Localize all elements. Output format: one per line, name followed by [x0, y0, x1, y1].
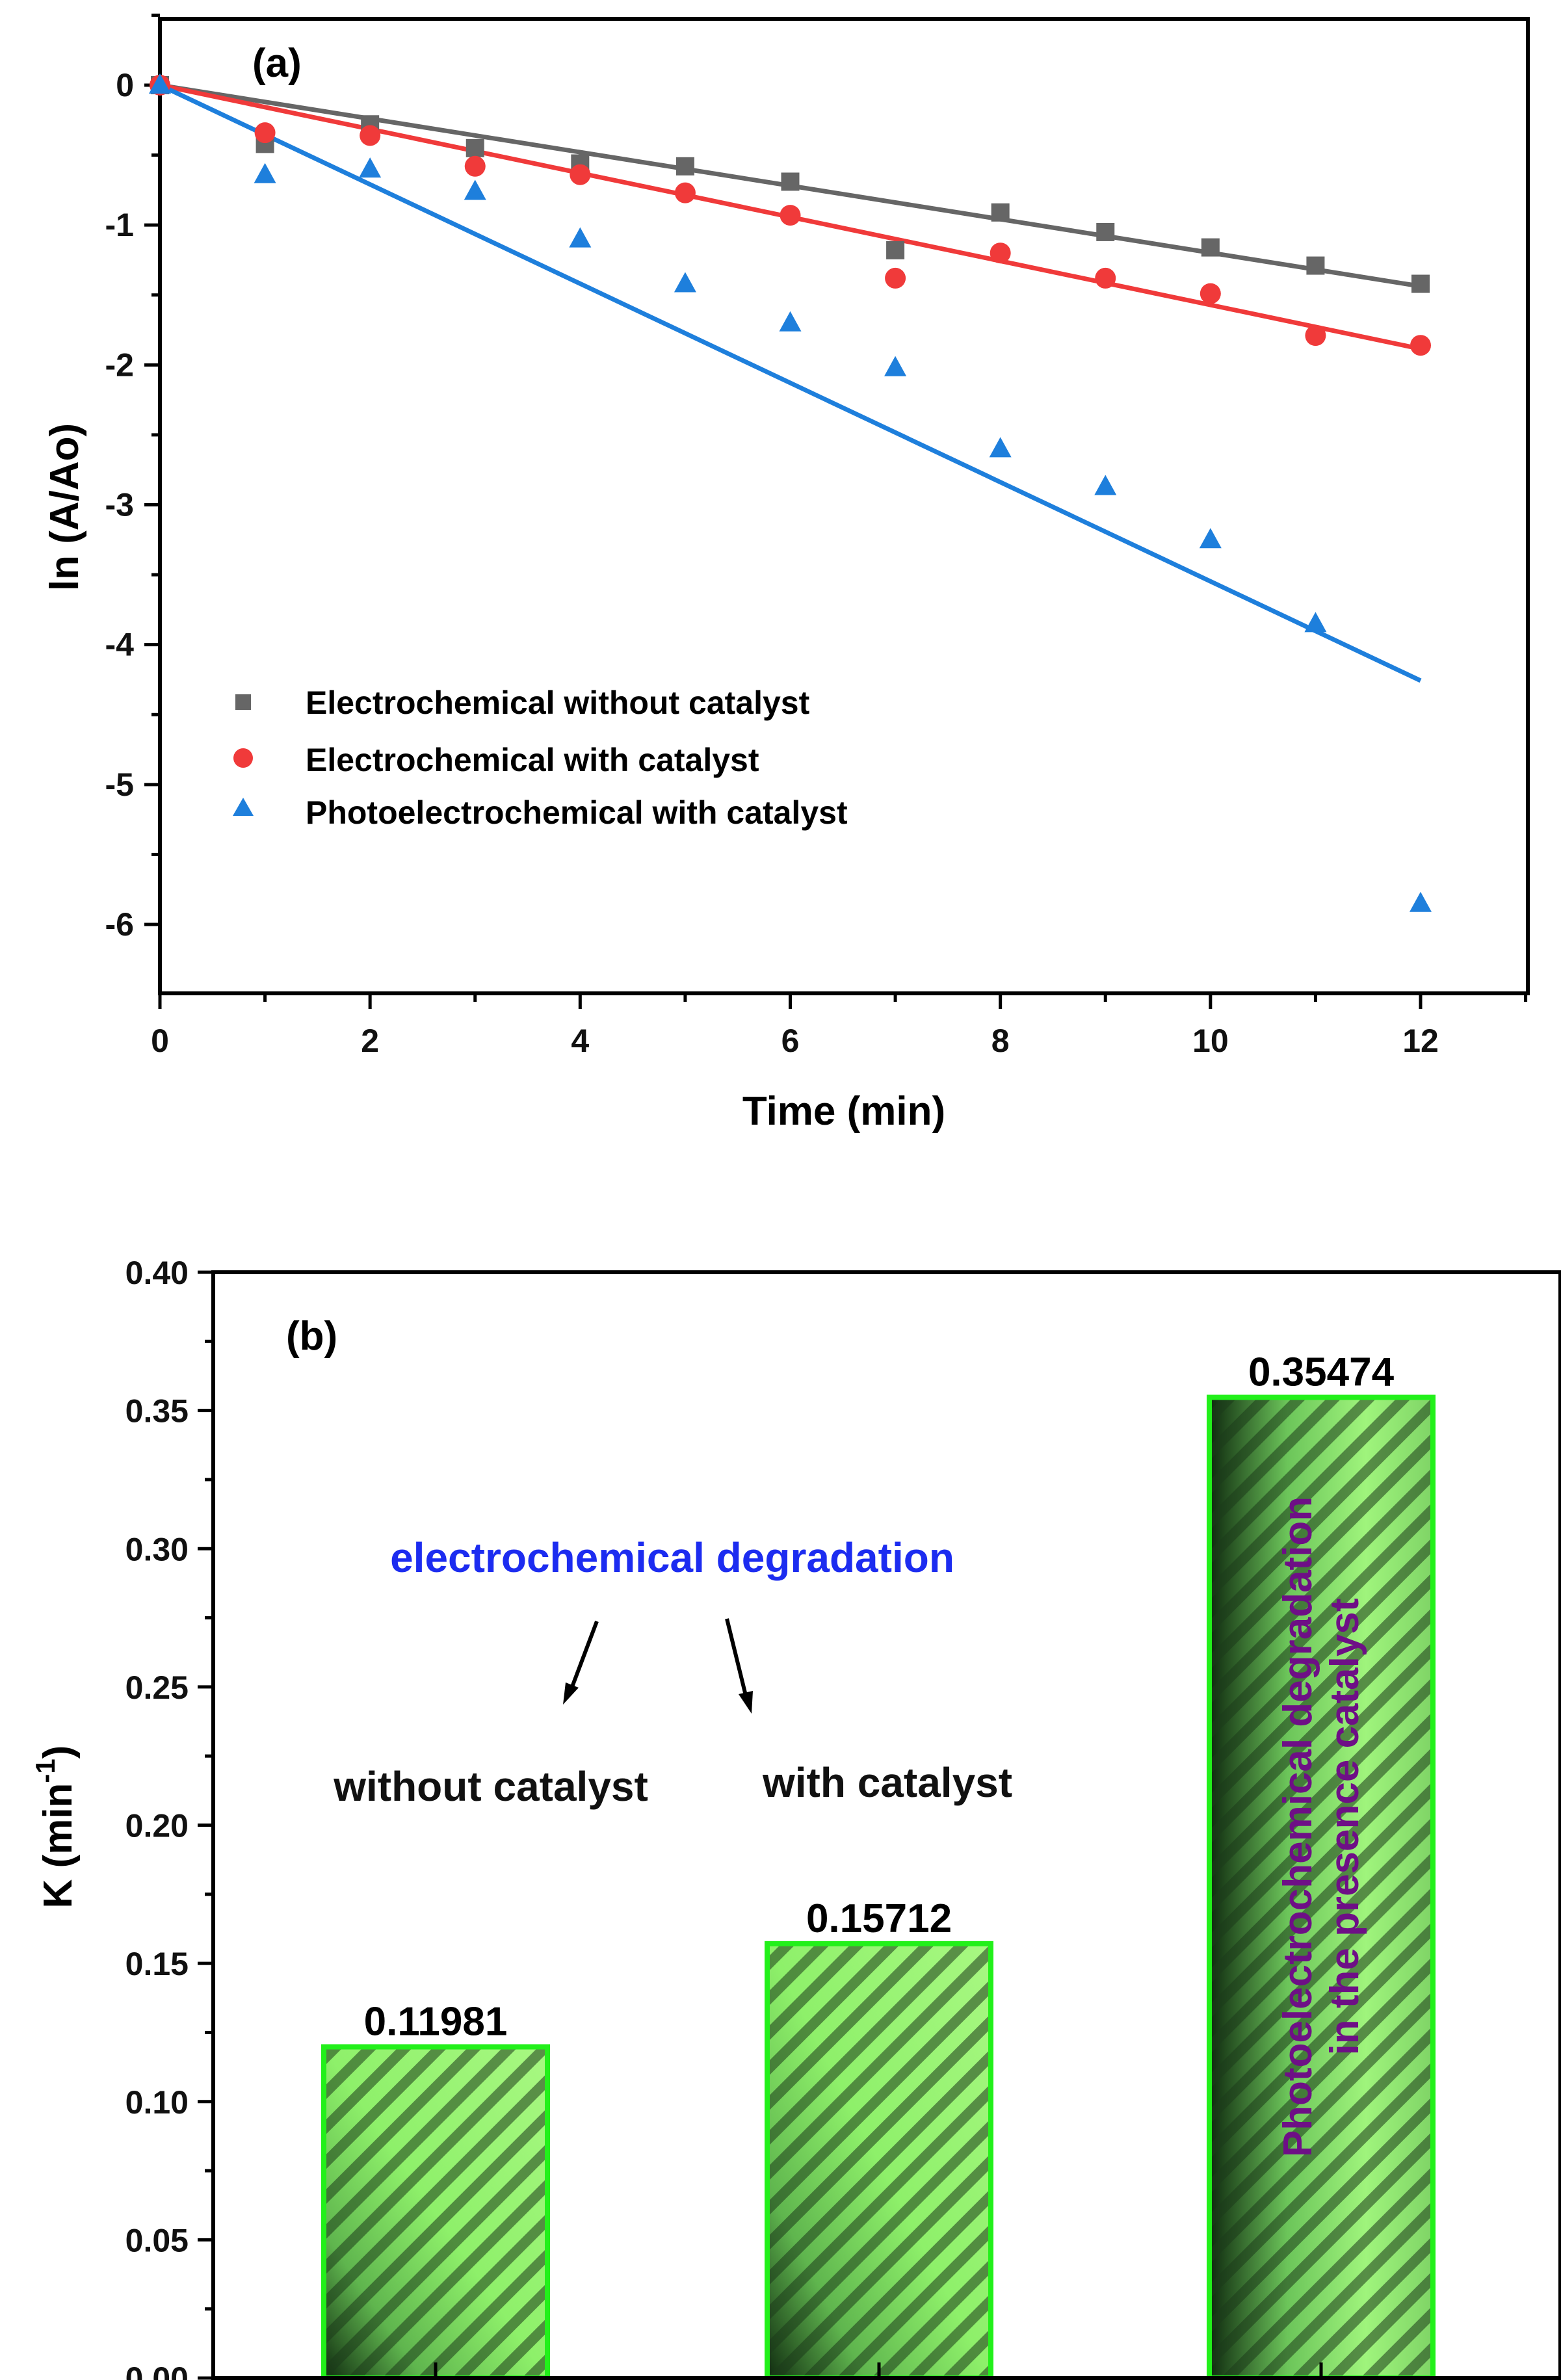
data-point-series-1 — [1305, 325, 1326, 347]
data-point-series-2 — [989, 437, 1012, 458]
data-point-series-1 — [464, 155, 486, 177]
x-axis-label-a: Time (min) — [742, 1089, 945, 1134]
data-point-series-1 — [674, 182, 696, 203]
legend-label-1: Electrochemical with catalyst — [306, 742, 759, 778]
x-tick-label-a: 0 — [151, 1023, 169, 1059]
y-tick-label-a: -5 — [105, 766, 134, 803]
data-point-series-1 — [1200, 283, 1221, 304]
bar-hatch-0 — [324, 2047, 547, 2378]
bars-b: 0.11981 0.15712 0.35474 — [321, 1350, 1436, 2380]
annotation-bar3: Photoelectrochemical degradation in the … — [1276, 1497, 1367, 2157]
y-tick-label-b: 0.35 — [125, 1393, 189, 1430]
panel-label-b: (b) — [286, 1314, 337, 1359]
bar-2 — [1207, 1394, 1436, 2380]
arrow-left — [563, 1620, 599, 1705]
y-label-sup: -1 — [30, 1759, 60, 1783]
bar-value-label-0: 0.11981 — [364, 2000, 508, 2045]
legend-marker-square — [235, 694, 251, 710]
data-point-series-0 — [991, 203, 1010, 222]
data-point-series-2 — [884, 356, 907, 376]
data-point-series-1 — [780, 205, 801, 226]
legend-label-2: Photoelectrochemical with catalyst — [306, 794, 848, 831]
data-points-a — [149, 73, 1432, 912]
y-axis-label-b: K (min-1) — [30, 1746, 81, 1909]
bar-value-label-2: 0.35474 — [1248, 1350, 1395, 1394]
y-tick-label-b: 0.10 — [125, 2084, 189, 2121]
data-point-series-2 — [1304, 612, 1327, 633]
x-tick-label-a: 12 — [1402, 1023, 1439, 1059]
data-point-series-0 — [466, 138, 484, 157]
data-point-series-0 — [1411, 274, 1430, 293]
y-label-main: K (min — [36, 1783, 81, 1909]
y-tick-label-a: -6 — [105, 906, 134, 943]
y-axis-label-a: ln (A/Ao) — [42, 423, 87, 591]
panel-a: 0 2 4 6 8 10 12 0 -1 -2 -3 -4 -5 -6 (a) Time (min) ln… — [42, 13, 1530, 1134]
x-tick-label-a: 4 — [571, 1023, 589, 1059]
x-tick-label-a: 10 — [1192, 1023, 1229, 1059]
annotation-bar3-line1: Photoelectrochemical degradation — [1276, 1497, 1320, 2157]
x-tick-label-a: 6 — [781, 1023, 800, 1059]
y-tick-label-b: 0.00 — [125, 2360, 189, 2380]
annotation-bar3-line2: in the presence catalyst — [1322, 1599, 1367, 2056]
y-tick-label-a: 0 — [116, 67, 134, 103]
data-point-series-0 — [676, 157, 694, 176]
data-point-series-1 — [885, 267, 906, 289]
data-point-series-1 — [360, 125, 381, 146]
bar-0 — [321, 2044, 550, 2380]
bar-hatch-1 — [767, 1943, 991, 2378]
data-point-series-2 — [569, 227, 592, 248]
annotation-without-catalyst: without catalyst — [333, 1763, 648, 1810]
y-tick-label-b: 0.05 — [125, 2222, 189, 2258]
y-label-close: ) — [36, 1746, 81, 1759]
data-point-series-1 — [1410, 335, 1431, 356]
data-point-series-1 — [1095, 267, 1116, 289]
data-point-series-2 — [779, 311, 802, 332]
fit-line-series-2 — [159, 83, 1422, 683]
y-tick-label-a: -1 — [105, 207, 134, 243]
y-tick-label-b: 0.40 — [125, 1255, 189, 1291]
data-point-series-2 — [674, 272, 696, 293]
data-point-series-2 — [1199, 528, 1222, 549]
data-point-series-0 — [1096, 222, 1115, 241]
annotation-with-catalyst: with catalyst — [762, 1759, 1012, 1806]
y-tick-label-a: -2 — [105, 347, 134, 383]
y-tick-label-b: 0.30 — [125, 1531, 189, 1567]
data-point-series-1 — [570, 164, 591, 185]
y-tick-label-a: -4 — [105, 627, 135, 663]
legend-marker-circle — [233, 748, 253, 768]
annotation-group-title: electrochemical degradation — [390, 1534, 954, 1581]
axis-ticks-b: 0.00 0.05 0.10 0.15 0.20 0.25 0.30 0.35 0.40 — [125, 1255, 1323, 2380]
legend-a: Electrochemical without catalyst Electro… — [233, 685, 848, 831]
data-point-series-1 — [254, 122, 276, 144]
y-tick-label-b: 0.15 — [125, 1946, 189, 1982]
data-point-series-2 — [254, 163, 276, 183]
data-point-series-2 — [1094, 475, 1117, 495]
x-tick-label-a: 8 — [991, 1023, 1010, 1059]
legend-marker-triangle — [233, 798, 254, 816]
data-point-series-1 — [990, 242, 1011, 264]
y-tick-label-b: 0.20 — [125, 1808, 189, 1844]
plot-frame-a — [158, 17, 1530, 995]
bar-hatch-2 — [1209, 1397, 1433, 2378]
svg-text:K (min-1): K (min-1) — [30, 1746, 81, 1909]
data-point-series-2 — [149, 73, 171, 94]
data-point-series-2 — [359, 157, 382, 178]
legend-label-0: Electrochemical without catalyst — [306, 685, 810, 721]
axis-ticks-a: 0 2 4 6 8 10 12 0 -1 -2 -3 -4 -5 -6 — [105, 13, 1528, 1059]
y-tick-label-b: 0.25 — [125, 1669, 189, 1706]
data-point-series-2 — [1410, 891, 1432, 912]
x-tick-label-a: 2 — [361, 1023, 379, 1059]
arrow-right — [725, 1618, 753, 1714]
data-point-series-0 — [1306, 256, 1325, 275]
bar-1 — [765, 1941, 993, 2380]
data-point-series-0 — [781, 172, 800, 191]
data-point-series-0 — [886, 241, 905, 259]
data-point-series-0 — [1201, 238, 1220, 257]
y-tick-label-a: -3 — [105, 487, 134, 523]
bar-value-label-1: 0.15712 — [806, 1896, 952, 1941]
panel-label-a: (a) — [252, 41, 302, 86]
data-point-series-2 — [464, 179, 486, 200]
